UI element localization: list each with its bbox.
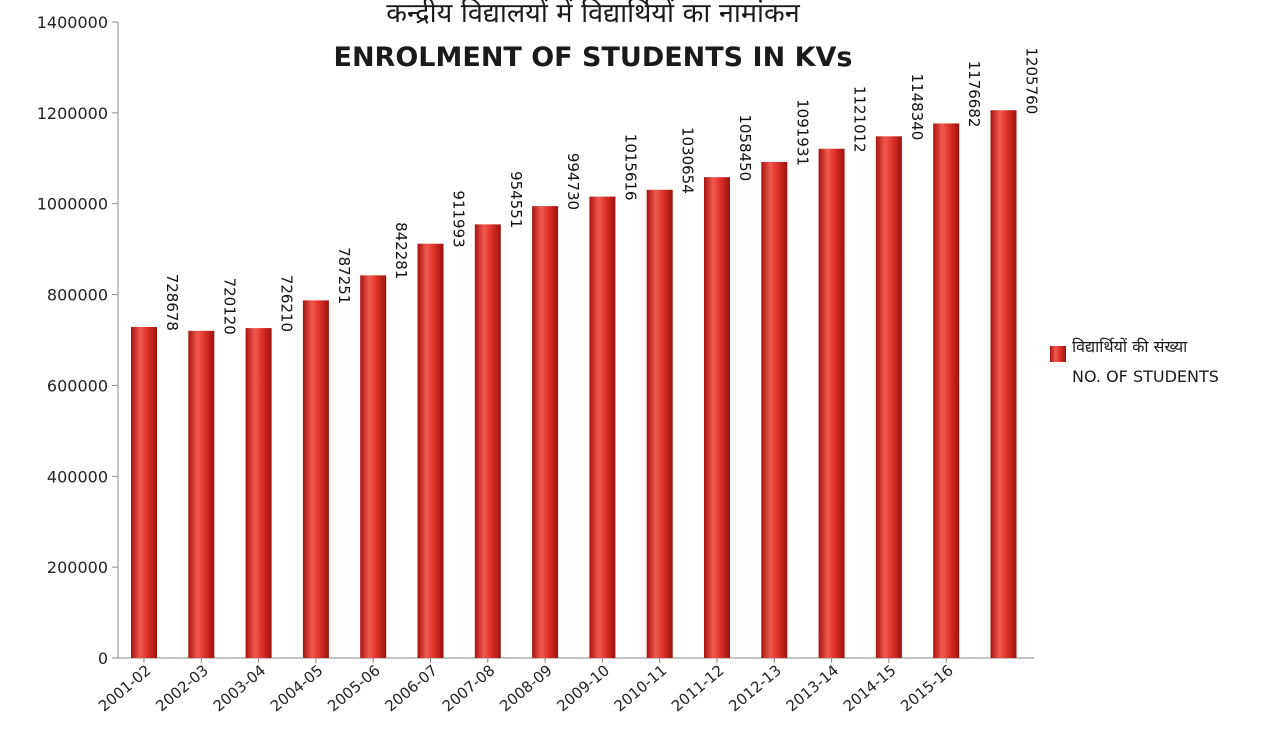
bar bbox=[704, 177, 730, 658]
bar-value-label: 842281 bbox=[392, 222, 410, 279]
legend-label-english: NO. OF STUDENTS bbox=[1072, 367, 1219, 386]
chart-title-hindi: कन्द्रीय विद्यालयों में विद्यार्थियों का… bbox=[386, 0, 801, 29]
bar-value-label: 1148340 bbox=[908, 74, 926, 141]
legend-label-hindi: विद्यार्थियों की संख्या bbox=[1072, 337, 1188, 356]
bar-value-label: 787251 bbox=[335, 247, 353, 304]
bar bbox=[761, 161, 788, 658]
bar-value-label: 728678 bbox=[163, 274, 181, 331]
x-tick-label: 2006-07 bbox=[381, 661, 441, 715]
bar bbox=[188, 330, 215, 658]
x-tick-label: 2001-02 bbox=[95, 661, 155, 715]
bar-value-label: 720120 bbox=[220, 278, 238, 335]
bar-value-label: 1205760 bbox=[1023, 47, 1041, 114]
x-tick-label: 2002-03 bbox=[152, 661, 212, 715]
x-tick-label: 2003-04 bbox=[210, 661, 270, 715]
x-tick-label: 2005-06 bbox=[324, 661, 384, 715]
bar bbox=[875, 136, 902, 658]
bar bbox=[474, 224, 501, 658]
bar bbox=[302, 300, 329, 658]
bar-value-label: 911993 bbox=[450, 190, 468, 247]
bar bbox=[933, 123, 960, 658]
bar-value-label: 1121012 bbox=[851, 86, 869, 153]
bar-value-label: 726210 bbox=[278, 275, 296, 332]
bar-value-label: 1091931 bbox=[793, 99, 811, 166]
data-labels: 728678 720120 726210 787251 842281 911993 9545… bbox=[163, 47, 1041, 334]
y-axis-ticks: 0 200000 400000 600000 800000 1000000 1200000 1… bbox=[37, 13, 118, 668]
bar bbox=[360, 275, 387, 658]
x-tick-label: 2004-05 bbox=[267, 661, 327, 715]
bar-value-label: 1030654 bbox=[679, 127, 697, 194]
bar bbox=[245, 328, 272, 658]
bar bbox=[131, 326, 157, 658]
bar bbox=[990, 110, 1017, 658]
chart-title-english: ENROLMENT OF STUDENTS IN KVs bbox=[334, 42, 853, 73]
x-tick-label: 2010-11 bbox=[611, 661, 671, 715]
bar bbox=[589, 196, 616, 658]
bar bbox=[818, 148, 845, 658]
bar bbox=[532, 206, 559, 658]
bar bbox=[417, 243, 444, 658]
y-tick-label: 1200000 bbox=[37, 104, 108, 123]
y-tick-label: 400000 bbox=[47, 467, 108, 486]
bar-value-label: 1058450 bbox=[736, 114, 754, 181]
x-tick-label: 2009-10 bbox=[553, 661, 613, 715]
bars bbox=[131, 110, 1017, 658]
bar-value-label: 994730 bbox=[564, 153, 582, 210]
x-tick-label: 2013-14 bbox=[783, 661, 843, 715]
y-tick-label: 200000 bbox=[47, 558, 108, 577]
x-tick-label: 2014-15 bbox=[840, 661, 900, 715]
y-tick-label: 800000 bbox=[47, 286, 108, 305]
y-tick-label: 600000 bbox=[47, 376, 108, 395]
x-axis-ticks: 2001-022002-032003-042004-052005-062006-… bbox=[95, 658, 957, 715]
bar bbox=[646, 189, 673, 658]
y-tick-label: 1400000 bbox=[37, 13, 108, 32]
x-tick-label: 2007-08 bbox=[439, 661, 499, 715]
y-tick-label: 1000000 bbox=[37, 195, 108, 214]
legend: विद्यार्थियों की संख्या NO. OF STUDENTS bbox=[1050, 337, 1219, 386]
bar-value-label: 1015616 bbox=[621, 134, 639, 201]
x-tick-label: 2011-12 bbox=[668, 661, 728, 715]
legend-swatch bbox=[1050, 346, 1066, 362]
x-tick-label: 2015-16 bbox=[897, 661, 957, 715]
bar-value-label: 1176682 bbox=[965, 61, 983, 128]
x-tick-label: 2008-09 bbox=[496, 661, 556, 715]
y-tick-label: 0 bbox=[98, 649, 108, 668]
x-tick-label: 2012-13 bbox=[725, 661, 785, 715]
bar-value-label: 954551 bbox=[507, 171, 525, 228]
